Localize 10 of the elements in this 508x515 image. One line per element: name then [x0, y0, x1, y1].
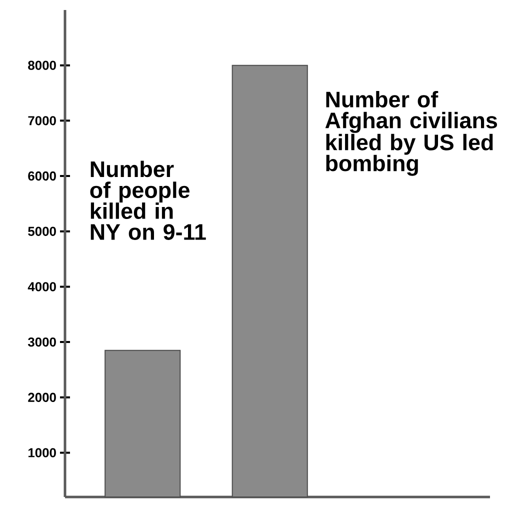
- y-tick-label: 1000: [28, 448, 56, 458]
- y-tick-label: 4000: [28, 282, 56, 292]
- y-tick-label: 8000: [28, 60, 56, 70]
- y-tick-label: 5000: [28, 226, 56, 236]
- y-tick-label: 6000: [28, 171, 56, 181]
- annotation: Number of Afghan civilians killed by US led bombing: [325, 90, 498, 176]
- y-tick-label: 3000: [28, 337, 56, 347]
- y-tick-label: 7000: [28, 116, 56, 126]
- y-tick-label: 2000: [28, 392, 56, 402]
- annotation: Number of people killed in NY on 9-11: [90, 160, 206, 240]
